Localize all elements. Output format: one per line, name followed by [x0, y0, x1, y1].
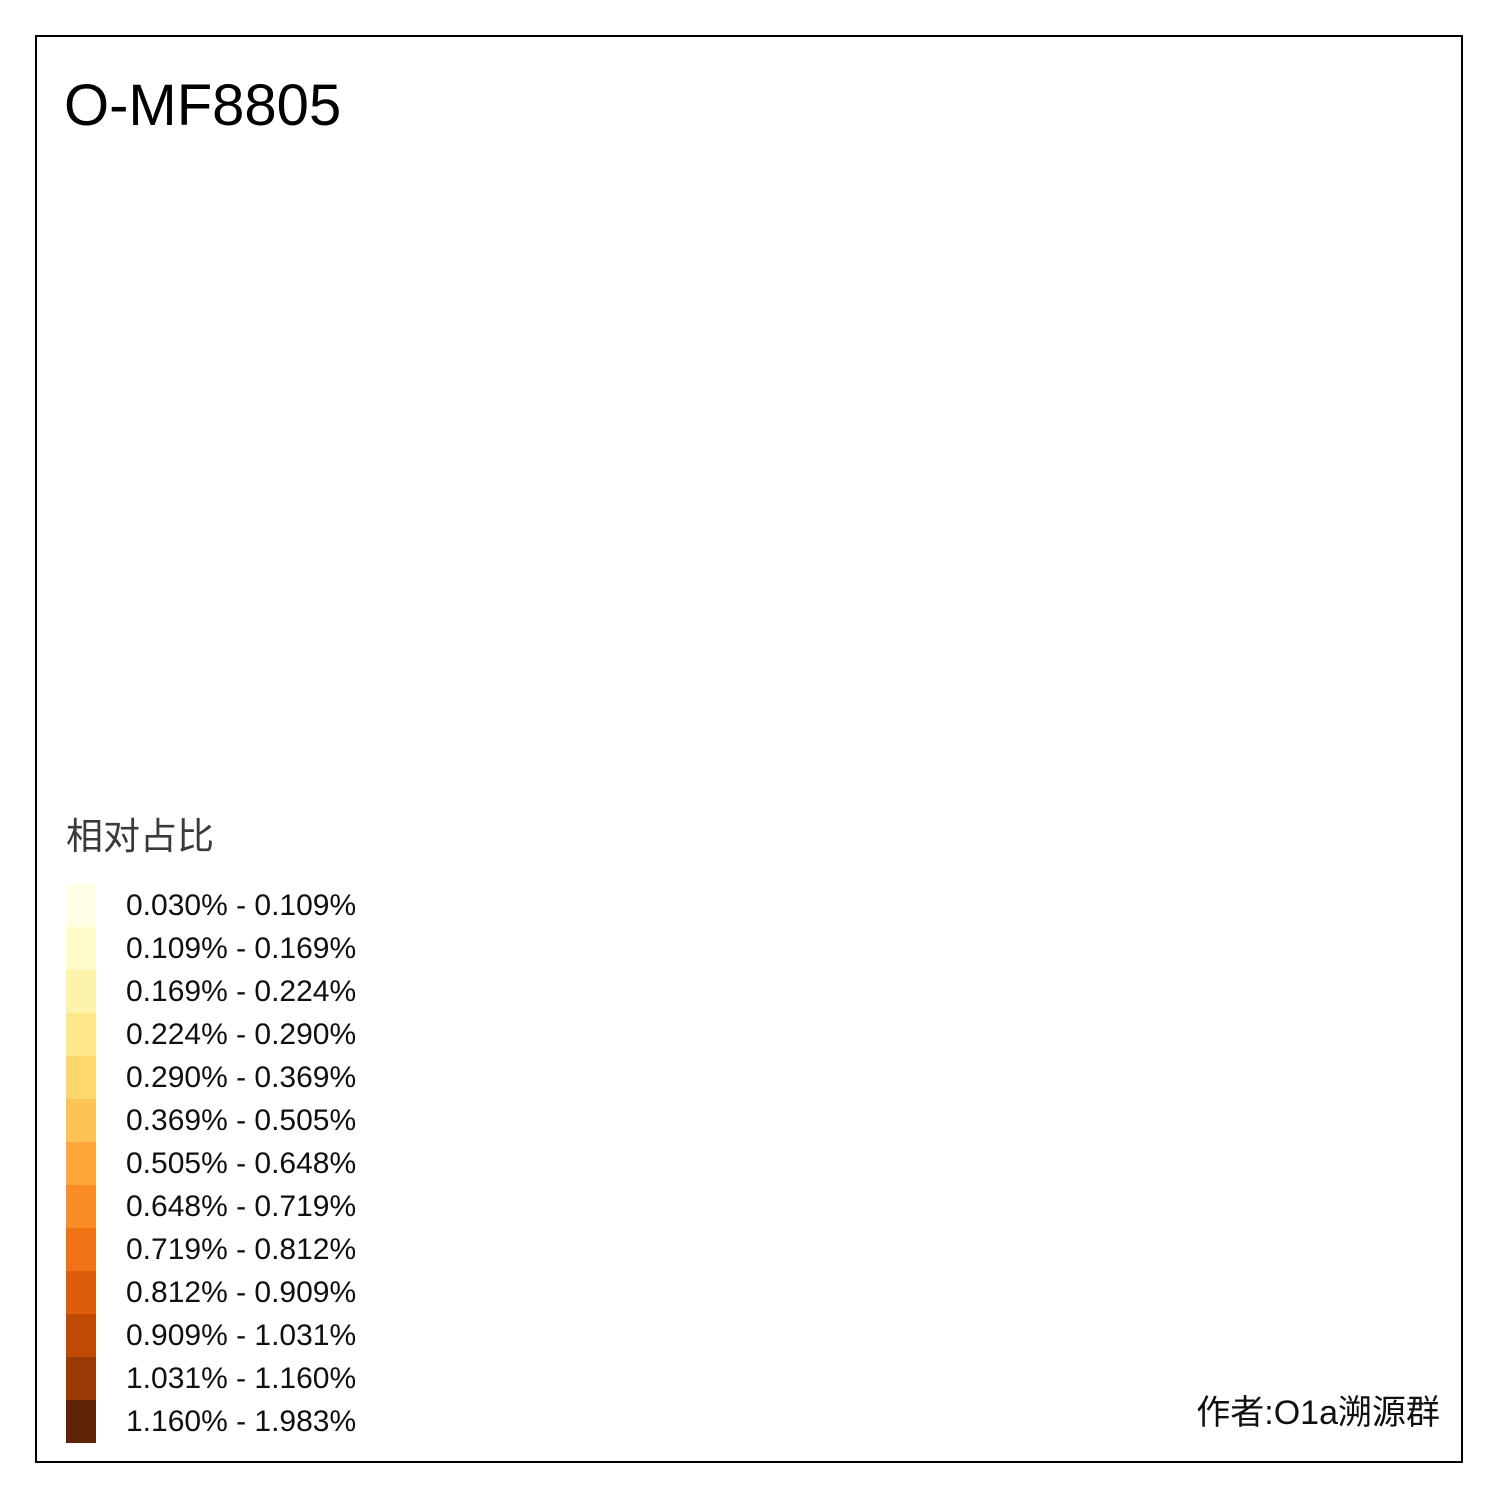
legend-swatch: [66, 970, 96, 1013]
legend-title: 相对占比: [66, 816, 214, 857]
legend-label: 0.719% - 0.812%: [126, 1232, 357, 1266]
plot-border: [35, 35, 1463, 1463]
legend-item: 0.812% - 0.909%: [66, 1271, 356, 1314]
legend-swatch: [66, 1185, 96, 1228]
legend-label: 0.909% - 1.031%: [126, 1318, 357, 1352]
legend-item: 0.909% - 1.031%: [66, 1314, 356, 1357]
legend-label: 1.031% - 1.160%: [126, 1361, 357, 1395]
legend-item: 0.719% - 0.812%: [66, 1228, 356, 1271]
legend: 相对占比 0.030% - 0.109% 0.109% - 0.169% 0.169…: [66, 806, 356, 1443]
legend-label: 1.160% - 1.983%: [126, 1404, 357, 1438]
legend-item: 0.505% - 0.648%: [66, 1142, 356, 1185]
legend-label: 0.109% - 0.169%: [126, 931, 357, 965]
legend-label: 0.030% - 0.109%: [126, 888, 357, 922]
legend-item: 0.369% - 0.505%: [66, 1099, 356, 1142]
legend-label: 0.648% - 0.719%: [126, 1189, 357, 1223]
legend-swatch: [66, 1271, 96, 1314]
legend-label: 0.812% - 0.909%: [126, 1275, 357, 1309]
legend-swatch: [66, 1056, 96, 1099]
legend-label: 0.169% - 0.224%: [126, 974, 357, 1008]
legend-swatch: [66, 1357, 96, 1400]
legend-swatch: [66, 1400, 96, 1443]
legend-item: 0.224% - 0.290%: [66, 1013, 356, 1056]
plot-title: O-MF8805: [64, 73, 342, 138]
legend-item: 0.109% - 0.169%: [66, 927, 356, 970]
legend-item: 1.031% - 1.160%: [66, 1357, 356, 1400]
legend-item: 1.160% - 1.983%: [66, 1400, 356, 1443]
legend-item: 0.648% - 0.719%: [66, 1185, 356, 1228]
legend-label: 0.505% - 0.648%: [126, 1146, 357, 1180]
legend-swatch: [66, 1013, 96, 1056]
legend-swatch: [66, 1314, 96, 1357]
legend-swatch: [66, 1228, 96, 1271]
legend-items: 0.030% - 0.109% 0.109% - 0.169% 0.169% - 0…: [66, 884, 356, 1443]
legend-item: 0.169% - 0.224%: [66, 970, 356, 1013]
legend-item: 0.290% - 0.369%: [66, 1056, 356, 1099]
legend-label: 0.290% - 0.369%: [126, 1060, 357, 1094]
legend-item: 0.030% - 0.109%: [66, 884, 356, 927]
legend-label: 0.224% - 0.290%: [126, 1017, 357, 1051]
legend-swatch: [66, 1099, 96, 1142]
author-credit: 作者:O1a溯源群: [1196, 1394, 1440, 1432]
legend-label: 0.369% - 0.505%: [126, 1103, 357, 1137]
legend-swatch: [66, 884, 96, 927]
legend-swatch: [66, 927, 96, 970]
legend-swatch: [66, 1142, 96, 1185]
